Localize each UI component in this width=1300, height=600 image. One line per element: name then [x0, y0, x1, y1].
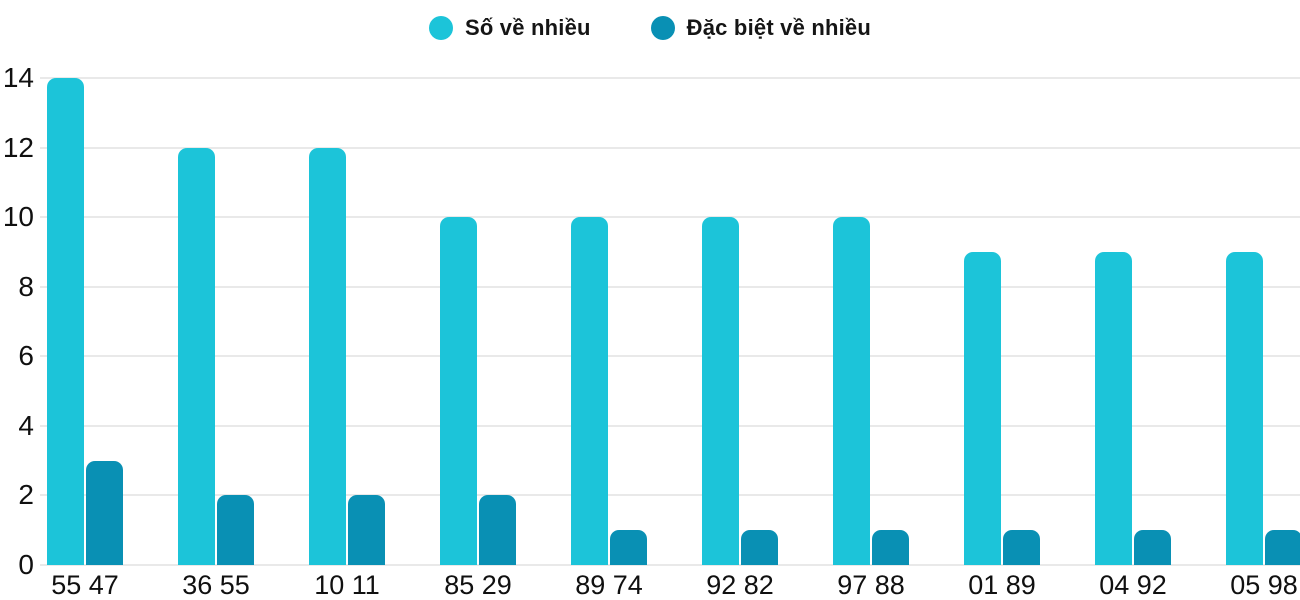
bar-so-ve-nhieu-92-82[interactable]: [702, 217, 739, 565]
y-axis-tick-label: 12: [2, 131, 34, 163]
legend-label: Đặc biệt về nhiều: [686, 15, 871, 40]
bar-so-ve-nhieu-10-11[interactable]: [309, 147, 346, 565]
bar-dac-biet-ve-nhieu-05-98[interactable]: [1265, 530, 1300, 565]
bar-dac-biet-ve-nhieu-85-29[interactable]: [479, 495, 516, 565]
bar-dac-biet-ve-nhieu-92-82[interactable]: [741, 530, 778, 565]
bar-dac-biet-ve-nhieu-89-74[interactable]: [610, 530, 647, 565]
bar-so-ve-nhieu-01-89[interactable]: [964, 251, 1001, 565]
chart-legend: Số về nhiều Đặc biệt về nhiều: [0, 8, 1300, 48]
x-axis-category-label: 04 92: [1099, 570, 1167, 600]
y-axis-tick-label: 2: [18, 479, 34, 511]
y-axis-tick-label: 14: [2, 62, 34, 93]
bar-dac-biet-ve-nhieu-10-11[interactable]: [348, 495, 385, 565]
y-axis-tick-label: 8: [18, 270, 34, 302]
legend-item-dac-biet-ve-nhieu[interactable]: Đặc biệt về nhiều: [650, 15, 871, 41]
legend-item-so-ve-nhieu[interactable]: Số về nhiều: [428, 15, 591, 41]
gridline-y-8: [40, 285, 1300, 288]
bar-dac-biet-ve-nhieu-97-88[interactable]: [872, 530, 909, 565]
bar-so-ve-nhieu-85-29[interactable]: [440, 217, 477, 565]
gridline-y-2: [40, 494, 1300, 497]
gridline-y-4: [40, 424, 1300, 427]
bar-so-ve-nhieu-04-92[interactable]: [1095, 251, 1132, 565]
bar-so-ve-nhieu-55-47[interactable]: [47, 78, 84, 565]
bar-so-ve-nhieu-89-74[interactable]: [571, 217, 608, 565]
bar-dac-biet-ve-nhieu-04-92[interactable]: [1134, 530, 1171, 565]
bar-so-ve-nhieu-05-98[interactable]: [1226, 251, 1263, 565]
gridline-y-12: [40, 146, 1300, 149]
gridline-y-0: [40, 564, 1300, 566]
x-axis-category-label: 01 89: [968, 570, 1036, 600]
bar-dac-biet-ve-nhieu-55-47[interactable]: [86, 460, 123, 565]
bar-dac-biet-ve-nhieu-36-55[interactable]: [217, 495, 254, 565]
y-axis-tick-label: 4: [18, 409, 34, 441]
gridline-y-14: [40, 77, 1300, 79]
legend-label: Số về nhiều: [464, 15, 591, 40]
gridline-y-10: [40, 216, 1300, 219]
x-axis-category-label: 92 82: [706, 570, 774, 600]
x-axis-category-label: 97 88: [837, 570, 905, 600]
x-axis-category-label: 36 55: [182, 570, 250, 600]
legend-swatch-circle-icon: [650, 16, 675, 40]
x-axis-category-label: 89 74: [575, 570, 643, 600]
x-axis-category-label: 55 47: [51, 570, 119, 600]
bar-so-ve-nhieu-97-88[interactable]: [833, 217, 870, 565]
bar-so-ve-nhieu-36-55[interactable]: [178, 147, 215, 565]
gridline-y-6: [40, 355, 1300, 358]
legend-swatch-circle-icon: [428, 16, 453, 40]
bar-dac-biet-ve-nhieu-01-89[interactable]: [1003, 530, 1040, 565]
x-axis-category-label: 85 29: [444, 570, 512, 600]
y-axis-tick-label: 6: [18, 340, 34, 372]
x-axis-category-label: 05 98: [1230, 570, 1298, 600]
y-axis-tick-label: 0: [18, 549, 34, 580]
y-axis-tick-label: 10: [2, 201, 34, 233]
x-axis-category-label: 10 11: [314, 570, 380, 600]
